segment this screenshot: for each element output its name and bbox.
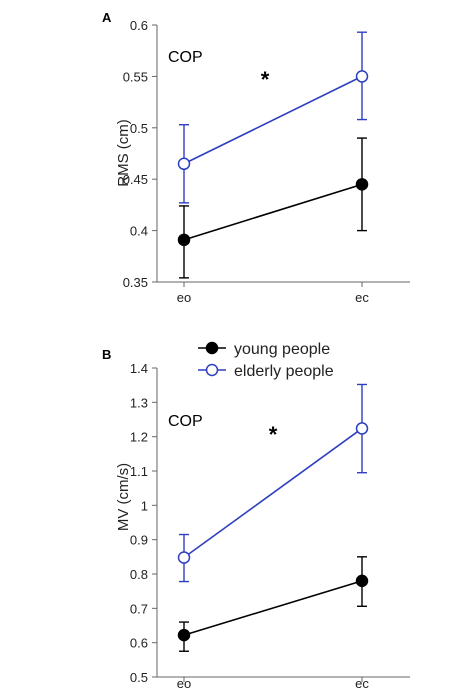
series-line — [183, 427, 363, 559]
y-tick-label: 0.5 — [130, 670, 148, 685]
y-tick-label: 0.7 — [130, 601, 148, 616]
data-point — [177, 233, 191, 247]
y-tick-label: 0.35 — [123, 275, 148, 290]
y-tick-label: 0.4 — [130, 224, 148, 239]
series-elderly-people — [177, 31, 369, 204]
data-point — [355, 422, 369, 435]
x-tick-label: ec — [355, 290, 369, 305]
y-tick-label: 1.3 — [130, 395, 148, 410]
series-elderly-people — [177, 383, 369, 583]
y-tick-label: 1.2 — [130, 430, 148, 445]
legend-label: young people — [234, 341, 330, 358]
legend-marker — [205, 341, 219, 355]
y-tick-label: 1.4 — [130, 361, 148, 376]
legend-label: elderly people — [234, 363, 334, 380]
y-axis-title: RMS (cm) — [115, 119, 132, 187]
panel-letter: A — [102, 10, 112, 25]
panel-letter: B — [102, 347, 111, 362]
data-point — [355, 178, 369, 191]
y-axis-title: MV (cm/s) — [115, 463, 132, 531]
y-tick-label: 0.8 — [130, 567, 148, 582]
y-tick-label: 0.6 — [130, 636, 148, 651]
series-young-people — [177, 556, 369, 652]
y-tick-label: 0.9 — [130, 533, 148, 548]
cop-annotation: COP — [168, 49, 203, 66]
panel-b-mv-chart: 0.5 0.6 0.7 0.8 0.9 1 1.1 1.2 1.3 1.4 eo ec MV (cm/s… — [102, 341, 410, 691]
panel-a-rms-chart: 0.35 0.4 0.45 0.5 0.55 0.6 eo ec RMS (cm) A COP * — [102, 10, 410, 305]
data-point — [177, 157, 191, 171]
data-point — [177, 628, 191, 642]
y-tick-label: 1.1 — [130, 464, 148, 479]
x-tick-label: eo — [177, 676, 191, 691]
significance-star: * — [261, 67, 270, 92]
data-point — [355, 70, 369, 83]
series-line — [183, 183, 363, 241]
legend: young people elderly people — [198, 341, 334, 380]
y-tick-label: 0.6 — [130, 18, 148, 33]
x-tick-label: ec — [355, 676, 369, 691]
data-point — [355, 574, 369, 588]
series-young-people — [177, 137, 369, 279]
significance-star: * — [269, 422, 278, 447]
x-tick-label: eo — [177, 290, 191, 305]
legend-marker — [205, 363, 219, 377]
y-tick-label: 0.55 — [123, 69, 148, 84]
y-tick-label: 1 — [141, 498, 148, 513]
cop-annotation: COP — [168, 413, 203, 430]
data-point — [177, 551, 191, 564]
y-tick-label: 0.45 — [123, 172, 148, 187]
series-line — [183, 75, 363, 165]
series-line — [183, 580, 363, 636]
y-tick-label: 0.5 — [130, 121, 148, 136]
